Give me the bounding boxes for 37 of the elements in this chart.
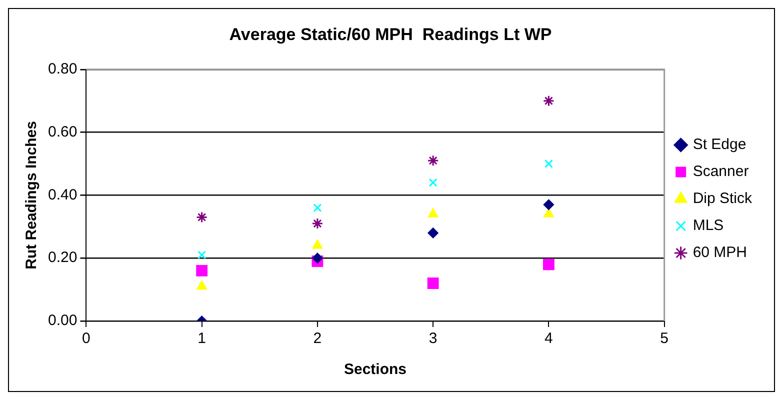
y-tick-label: 0.40 — [48, 186, 78, 204]
point — [196, 211, 208, 223]
point — [544, 159, 553, 168]
legend-label: MLS — [692, 217, 724, 234]
x-tick-label: 3 — [428, 330, 438, 348]
y-tick-label: 0.00 — [48, 312, 78, 330]
point — [312, 218, 324, 230]
chart-title: Average Static/60 MPH Readings Lt WP — [229, 24, 552, 44]
point — [313, 203, 322, 212]
legend-label: Dip Stick — [692, 190, 752, 208]
point — [198, 250, 206, 260]
point — [428, 178, 438, 187]
point — [312, 252, 323, 264]
point — [544, 208, 554, 218]
x-tick-label: 4 — [544, 330, 553, 348]
point — [196, 280, 207, 290]
x-tick-label: 5 — [660, 330, 668, 348]
y-tick-label: 0.80 — [48, 60, 78, 78]
point — [542, 95, 554, 107]
point — [312, 240, 323, 249]
point — [428, 208, 438, 218]
point — [427, 154, 439, 166]
point — [428, 228, 438, 238]
x-tick-label: 1 — [198, 330, 206, 348]
x-axis-title: Sections — [344, 361, 407, 378]
point — [543, 199, 554, 210]
legend-label: St Edge — [692, 136, 746, 154]
point — [196, 264, 208, 276]
legend-label: Scanner — [692, 163, 749, 180]
x-tick-label: 2 — [313, 330, 322, 348]
y-tick-label: 0.60 — [48, 123, 78, 140]
y-tick-label: 0.20 — [48, 249, 78, 266]
x-tick-label: 0 — [82, 330, 90, 348]
y-axis-title: Rut Readings Inches — [23, 121, 40, 270]
point — [427, 278, 439, 289]
legend-label: 60 MPH — [692, 244, 748, 262]
point — [542, 258, 554, 270]
